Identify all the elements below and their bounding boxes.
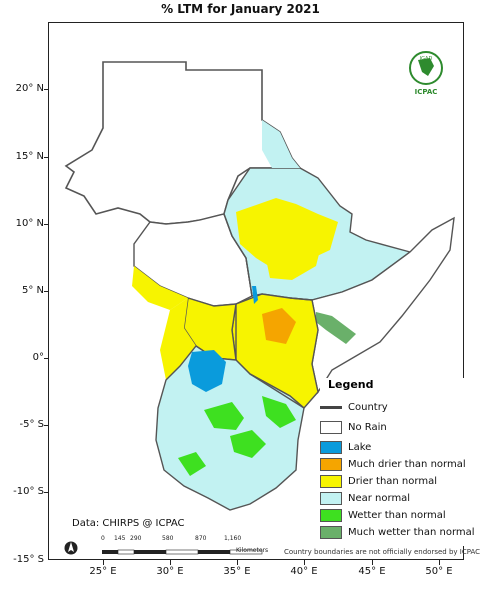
legend-swatch bbox=[320, 420, 342, 434]
lon-tick bbox=[237, 559, 238, 565]
lon-tick bbox=[439, 559, 440, 565]
lon-tick bbox=[103, 559, 104, 565]
legend-item-wetter: Wetter than normal bbox=[320, 508, 446, 522]
lon-tick bbox=[372, 559, 373, 565]
legend-item-country: Country bbox=[320, 400, 388, 414]
map-title: % LTM for January 2021 bbox=[161, 2, 320, 16]
lat-label-10n: 10° N bbox=[15, 218, 44, 229]
scale-label: 870 bbox=[195, 535, 207, 542]
legend-label: Near normal bbox=[348, 492, 411, 504]
legend-item-much-wetter: Much wetter than normal bbox=[320, 525, 475, 539]
legend-label: No Rain bbox=[348, 421, 387, 433]
legend-swatch bbox=[320, 491, 342, 505]
lon-label-25e: 25° E bbox=[89, 566, 117, 577]
lat-label-15s: -15° S bbox=[13, 554, 44, 565]
lon-label-30e: 30° E bbox=[156, 566, 184, 577]
legend-swatch bbox=[320, 525, 342, 539]
legend-label: Lake bbox=[348, 441, 372, 453]
scale-label: 1,160 bbox=[224, 535, 242, 542]
legend-swatch bbox=[320, 508, 342, 522]
lat-label-5s: -5° S bbox=[19, 419, 45, 430]
lat-label-0: 0° bbox=[32, 352, 44, 363]
lon-tick bbox=[304, 559, 305, 565]
tanzania-wet-patch-2 bbox=[230, 430, 266, 458]
sudan-south-near-normal bbox=[132, 266, 188, 310]
lat-tick bbox=[44, 224, 49, 225]
legend-item-lake: Lake bbox=[320, 440, 371, 454]
kenya-dry-spots bbox=[262, 308, 296, 344]
scale-unit: Kilometers bbox=[236, 547, 269, 554]
tanzania-wet-patch-3 bbox=[262, 396, 296, 428]
igad-logo: IGAD ICPAC bbox=[406, 50, 446, 100]
lat-tick bbox=[44, 89, 49, 90]
tanzania-wet-patch-4 bbox=[178, 452, 206, 476]
legend-label: Country bbox=[348, 401, 388, 413]
lat-label-5n: 5° N bbox=[21, 285, 44, 296]
lat-tick bbox=[44, 492, 49, 493]
boundary-disclaimer: Country boundaries are not officially en… bbox=[284, 548, 481, 556]
logo-bottom-text: ICPAC bbox=[415, 88, 438, 96]
data-source: Data: CHIRPS @ ICPAC bbox=[72, 518, 185, 529]
legend-item-much-drier: Much drier than normal bbox=[320, 457, 466, 471]
legend-label: Drier than normal bbox=[348, 475, 437, 487]
lon-label-40e: 40° E bbox=[290, 566, 318, 577]
lake-victoria bbox=[188, 350, 226, 392]
legend-item-near-normal: Near normal bbox=[320, 491, 410, 505]
north-east-near-normal bbox=[262, 120, 300, 168]
legend-swatch bbox=[320, 440, 342, 454]
legend-item-no-rain: No Rain bbox=[320, 420, 387, 434]
ethiopia-dry-area-2 bbox=[262, 232, 322, 280]
legend-swatch bbox=[320, 457, 342, 471]
logo-top-text: IGAD bbox=[420, 56, 433, 62]
lat-tick bbox=[44, 157, 49, 158]
scale-label: 145 bbox=[114, 535, 126, 542]
somalia-wet-band bbox=[316, 312, 356, 344]
lat-tick bbox=[44, 291, 49, 292]
legend-label: Wetter than normal bbox=[348, 509, 446, 521]
lat-label-20n: 20° N bbox=[15, 83, 44, 94]
country-line-swatch bbox=[320, 405, 342, 409]
legend-title: Legend bbox=[328, 378, 374, 391]
legend-item-drier: Drier than normal bbox=[320, 474, 437, 488]
country-boundary-lines bbox=[223, 213, 313, 409]
lon-label-45e: 45° E bbox=[358, 566, 386, 577]
legend-label: Much drier than normal bbox=[348, 458, 466, 470]
lake-turkana bbox=[252, 286, 258, 304]
scale-label: 0 bbox=[101, 535, 105, 542]
lon-label-50e: 50° E bbox=[425, 566, 453, 577]
legend-label: Much wetter than normal bbox=[348, 526, 475, 538]
tanzania-wet-patch-1 bbox=[204, 402, 244, 430]
scale-label: 290 bbox=[130, 535, 142, 542]
lat-label-15n: 15° N bbox=[15, 151, 44, 162]
lon-tick bbox=[170, 559, 171, 565]
lon-label-35e: 35° E bbox=[223, 566, 251, 577]
scale-bar: 0 145 290 580 870 1,160 Kilometers bbox=[100, 535, 280, 560]
lat-label-10s: -10° S bbox=[13, 486, 44, 497]
legend-swatch bbox=[320, 474, 342, 488]
north-arrow-icon bbox=[64, 540, 78, 560]
scale-label: 580 bbox=[162, 535, 174, 542]
map-legend: Legend Country No Rain Lake Much drier t… bbox=[320, 378, 475, 546]
lat-tick bbox=[44, 358, 49, 359]
west-highlands bbox=[160, 298, 196, 380]
lat-tick bbox=[44, 425, 49, 426]
